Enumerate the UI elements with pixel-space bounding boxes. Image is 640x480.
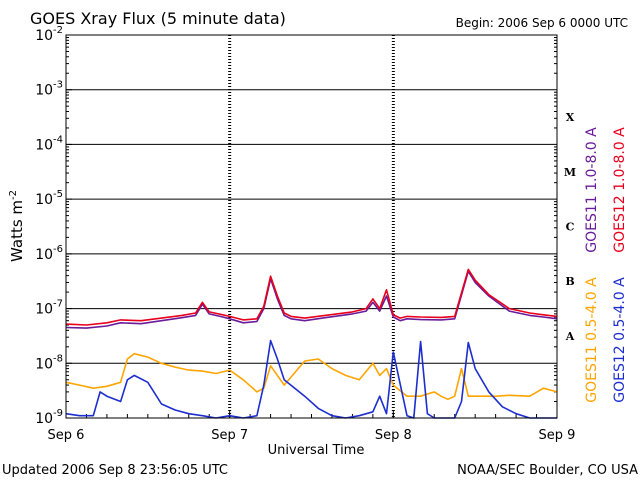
y-axis-label: Watts m-2 xyxy=(8,190,26,262)
legend-entry: GOES11 0.5-4.0 A xyxy=(584,277,600,403)
x-axis-label: Universal Time xyxy=(268,443,365,458)
y-tick-label: 10-6 xyxy=(35,244,63,263)
plot-frame xyxy=(65,34,558,419)
y-tick-label: 10-9 xyxy=(35,408,63,427)
series-line-goes12-0-5-4-0-a xyxy=(65,339,557,419)
y-tick-label: 10-7 xyxy=(35,299,63,318)
flare-class-label: C xyxy=(566,221,575,234)
flare-class-label: X xyxy=(566,111,575,124)
flare-class-label: B xyxy=(565,275,574,288)
y-tick-label: 10-4 xyxy=(35,134,63,153)
y-tick-label: 10-2 xyxy=(35,25,63,44)
x-tick-label: Sep 6 xyxy=(48,428,85,443)
y-axis-ticks: 10-2 10-3 10-4 10-5 10-6 10-7 10-8 10-9 xyxy=(35,25,557,427)
x-tick-label: Sep 7 xyxy=(211,428,248,443)
x-axis-ticks: Sep 6 Sep 7 Sep 8 Sep 9 xyxy=(48,410,576,443)
y-tick-label: 10-5 xyxy=(35,189,63,208)
flare-class-label: M xyxy=(564,166,576,179)
flare-class-label: A xyxy=(565,330,575,343)
legend: GOES11 1.0-8.0 A GOES12 1.0-8.0 A GOES11 0… xyxy=(584,127,628,403)
y-tick-label: 10-3 xyxy=(35,80,63,99)
series-lines xyxy=(65,268,558,419)
updated-timestamp: Updated 2006 Sep 8 23:56:05 UTC xyxy=(2,463,228,478)
begin-time: Begin: 2006 Sep 6 0000 UTC xyxy=(456,16,628,30)
legend-entry: GOES11 1.0-8.0 A xyxy=(584,127,600,253)
gridlines xyxy=(66,35,557,418)
series-line-goes11-1-0-8-0-a xyxy=(65,270,558,329)
series-line-goes12-1-0-8-0-a xyxy=(65,268,558,326)
credit-line: NOAA/SEC Boulder, CO USA xyxy=(457,463,638,478)
x-tick-label: Sep 9 xyxy=(539,428,576,443)
series-line-goes11-0-5-4-0-a xyxy=(65,352,558,401)
chart-title: GOES Xray Flux (5 minute data) xyxy=(30,9,286,28)
flare-class-labels: X M C B A xyxy=(564,111,576,343)
y-tick-label: 10-8 xyxy=(35,353,63,372)
legend-entry: GOES12 1.0-8.0 A xyxy=(612,127,628,253)
x-tick-label: Sep 8 xyxy=(375,428,412,443)
legend-entry: GOES12 0.5-4.0 A xyxy=(612,277,628,403)
